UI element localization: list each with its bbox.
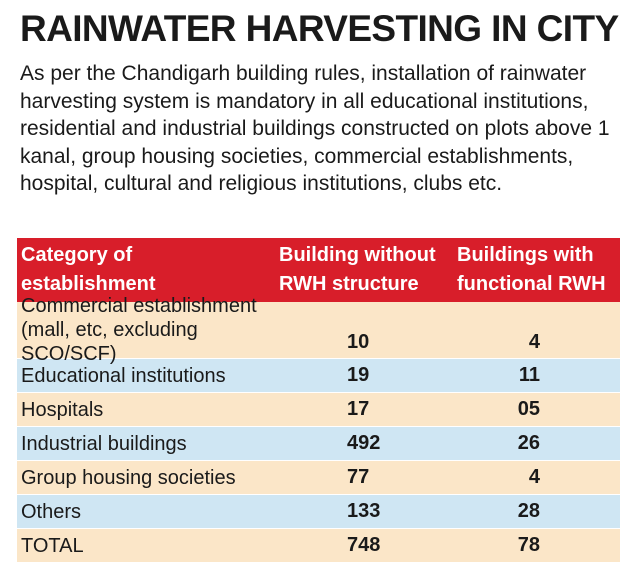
- row-without-value: 133: [347, 500, 381, 522]
- table-row: Educational institutions 19 11: [17, 359, 620, 393]
- page-title: RAINWATER HARVESTING IN CITY: [20, 8, 619, 49]
- rwh-table: Category of establishment Building witho…: [17, 238, 620, 563]
- row-with-value: 4: [528, 466, 540, 488]
- row-category: Others: [21, 500, 82, 523]
- header-category: Category of establishment: [21, 244, 156, 295]
- row-without-value: 10: [347, 331, 370, 353]
- row-category: Hospitals: [21, 398, 104, 421]
- header-without-rwh: Building without RWH structure: [279, 244, 436, 295]
- row-with-value: 05: [517, 398, 540, 420]
- row-with-value: 4: [528, 331, 540, 353]
- row-category: Educational institutions: [21, 364, 226, 387]
- row-with-value: 11: [518, 364, 540, 386]
- row-category: TOTAL: [21, 534, 84, 557]
- table-row: Industrial buildings 492 26: [17, 427, 620, 461]
- table-row: Hospitals 17 05: [17, 393, 620, 427]
- table-row: Commercial establishment (mall, etc, exc…: [17, 295, 620, 365]
- header-with-rwh: Buildings with functional RWH: [457, 244, 606, 295]
- row-with-value: 26: [517, 432, 540, 454]
- table-header: Category of establishment Building witho…: [17, 238, 620, 302]
- row-category: Industrial buildings: [21, 432, 187, 455]
- table-row: Others 133 28: [17, 495, 620, 529]
- row-without-value: 748: [347, 534, 381, 556]
- row-without-value: 492: [347, 432, 381, 454]
- row-without-value: 17: [347, 398, 370, 420]
- row-without-value: 77: [347, 466, 370, 488]
- row-category: Group housing societies: [21, 466, 236, 489]
- table-row-total: TOTAL 748 78: [17, 529, 620, 563]
- row-without-value: 19: [347, 364, 370, 386]
- row-with-value: 78: [517, 534, 540, 556]
- row-with-value: 28: [517, 500, 540, 522]
- intro-text: As per the Chandigarh building rules, in…: [20, 62, 610, 195]
- table-row: Group housing societies 77 4: [17, 461, 620, 495]
- row-category: Commercial establishment (mall, etc, exc…: [21, 295, 257, 365]
